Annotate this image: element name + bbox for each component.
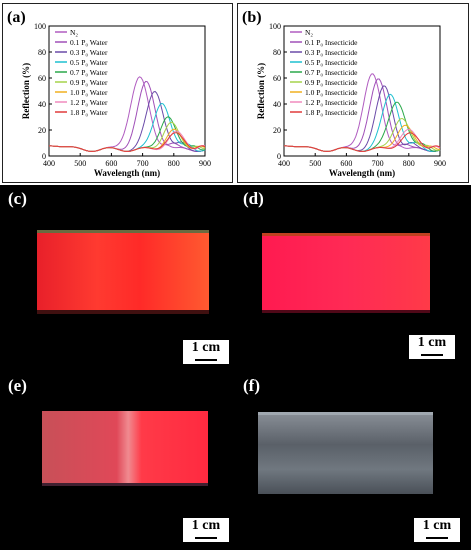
y-tick-label: 60 <box>38 74 46 83</box>
photo-strip-c <box>37 230 209 314</box>
x-tick-label: 500 <box>74 159 86 168</box>
legend-entry: N₂ <box>70 28 78 37</box>
x-axis-label: Wavelength (nm) <box>329 168 395 178</box>
photo-strip-e <box>42 411 208 486</box>
x-tick-label: 700 <box>372 159 384 168</box>
legend-entry: N₂ <box>305 28 313 37</box>
plot-frame <box>48 25 206 157</box>
photo-strip-f <box>258 412 433 494</box>
x-tick-label: 600 <box>105 159 117 168</box>
y-tick-label: 0 <box>277 152 281 161</box>
y-axis-label: Reflection (%) <box>256 63 266 119</box>
photo-label-c: (c) <box>8 189 27 208</box>
photo-label-f: (f) <box>243 376 260 395</box>
legend-entry: 0.5 P₀ Water <box>70 58 108 67</box>
legend-entry: 0.1 P₀ Insecticide <box>305 38 358 47</box>
y-tick-label: 20 <box>273 126 281 135</box>
legend-entry: 0.5 P₀ Insecticide <box>305 58 358 67</box>
reflection-chart-water: (a) 400 500 600 700 800 900 0 20 40 60 80 100 Wavelen… <box>7 9 211 178</box>
scale-bar-line-d <box>421 354 443 356</box>
x-tick-label: 800 <box>403 159 415 168</box>
legend-entry: 0.7 P₀ Insecticide <box>305 68 358 77</box>
series-line <box>49 132 206 152</box>
x-axis-label: Wavelength (nm) <box>94 168 160 178</box>
scale-bar-label-f: 1 cm <box>422 518 452 533</box>
chart-panel-b: (b) 400 500 600 700 800 900 0 20 40 60 80 100 Wavelen… <box>237 3 469 183</box>
legend-entry: 1.2 P₀ Water <box>70 98 108 107</box>
photo-label-d: (d) <box>243 189 264 208</box>
y-tick-label: 20 <box>38 126 46 135</box>
scale-bar-label-d: 1 cm <box>417 335 447 350</box>
x-tick-label: 400 <box>43 159 55 168</box>
y-tick-label: 100 <box>269 22 281 31</box>
legend-entry: 1.0 P₀ Water <box>70 88 108 97</box>
legend-entry: 1.8 P₀ Water <box>70 108 108 117</box>
x-tick-label: 800 <box>168 159 180 168</box>
legend-entry: 0.1 P₀ Water <box>70 38 108 47</box>
x-tick-label: 900 <box>434 159 446 168</box>
scale-bar-f: 1 cm <box>414 518 460 542</box>
reflection-chart-insecticide: (b) 400 500 600 700 800 900 0 20 40 60 80 100 Wavelen… <box>242 9 446 178</box>
scale-bar-c: 1 cm <box>183 340 229 364</box>
legend-entry: 0.9 P₀ Water <box>70 78 108 87</box>
series-line <box>284 132 441 152</box>
photo-label-e: (e) <box>8 376 27 395</box>
x-tick-label: 400 <box>278 159 290 168</box>
x-tick-label: 500 <box>309 159 321 168</box>
photo-strip-d <box>262 233 430 313</box>
legend-entry: 0.3 P₀ Water <box>70 48 108 57</box>
legend-entry: 1.2 P₀ Insecticide <box>305 98 358 107</box>
y-tick-label: 0 <box>42 152 46 161</box>
y-tick-label: 100 <box>34 22 46 31</box>
y-axis-label: Reflection (%) <box>21 63 31 119</box>
x-tick-label: 900 <box>199 159 211 168</box>
legend-entry: 1.8 P₀ Insecticide <box>305 108 358 117</box>
y-tick-label: 80 <box>38 48 46 57</box>
scale-bar-line-f <box>426 537 448 539</box>
scale-bar-label-e: 1 cm <box>191 518 221 533</box>
y-tick-label: 40 <box>38 100 46 109</box>
legend-entry: 0.3 P₀ Insecticide <box>305 48 358 57</box>
y-tick-label: 40 <box>273 100 281 109</box>
legend-entry: 1.0 P₀ Insecticide <box>305 88 358 97</box>
panel-label: (a) <box>7 9 26 26</box>
chart-panel-a: (a) 400 500 600 700 800 900 0 20 40 60 80 100 Wavelen… <box>2 3 233 183</box>
x-tick-label: 700 <box>137 159 149 168</box>
scale-bar-d: 1 cm <box>409 335 455 359</box>
scale-bar-line-c <box>195 359 217 361</box>
panel-label: (b) <box>242 9 262 26</box>
y-tick-label: 60 <box>273 74 281 83</box>
scale-bar-line-e <box>195 537 217 539</box>
plot-frame <box>283 25 441 157</box>
legend-entry: 0.7 P₀ Water <box>70 68 108 77</box>
scale-bar-e: 1 cm <box>183 518 229 542</box>
x-tick-label: 600 <box>340 159 352 168</box>
y-tick-label: 80 <box>273 48 281 57</box>
legend-entry: 0.9 P₀ Insecticide <box>305 78 358 87</box>
photo-grid: (c) 1 cm (d) 1 cm (e) 1 cm (f) 1 cm <box>0 185 471 550</box>
scale-bar-label-c: 1 cm <box>191 340 221 355</box>
